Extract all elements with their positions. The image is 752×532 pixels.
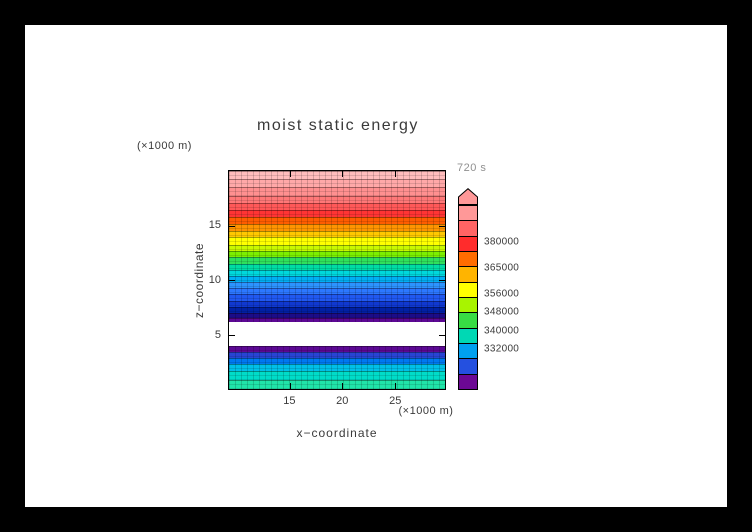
contour-band — [229, 294, 445, 301]
colorbar-tick-label: 380000 — [484, 236, 520, 248]
plot-stripes — [229, 171, 445, 390]
contour-band — [229, 300, 445, 307]
contour-band — [229, 275, 445, 283]
contour-band — [229, 352, 445, 359]
x-tick-label: 25 — [389, 395, 402, 407]
x-tick-mark — [289, 171, 291, 177]
colorbar-tick-label: 365000 — [484, 262, 520, 274]
contour-band — [229, 312, 445, 319]
y-tick-label: 5 — [214, 329, 221, 341]
colorbar-block — [459, 374, 477, 389]
figure-canvas: moist static energy (×1000 m) 720 s z−co… — [25, 25, 727, 507]
x-axis-units-label: (×1000 m) — [398, 405, 454, 417]
x-tick-label: 20 — [336, 395, 349, 407]
contour-band — [229, 263, 445, 270]
contour-band — [229, 202, 445, 211]
colorbar-block — [459, 236, 477, 252]
plot-area — [228, 170, 446, 390]
contour-band — [229, 364, 445, 371]
contour-band — [229, 306, 445, 313]
contour-band — [229, 282, 445, 289]
y-tick-mark — [439, 334, 445, 336]
contour-band — [229, 210, 445, 218]
contour-band — [229, 236, 445, 246]
x-axis-title: x−coordinate — [296, 426, 378, 440]
contour-band — [229, 257, 445, 264]
x-tick-mark — [289, 383, 291, 389]
colorbar-block — [459, 221, 477, 237]
contour-band — [229, 288, 445, 295]
y-tick-mark — [229, 280, 235, 281]
contour-band — [229, 379, 445, 390]
chart-title: moist static energy — [257, 117, 419, 134]
y-tick-mark — [439, 280, 445, 281]
colorbar-block — [459, 297, 477, 314]
contour-band — [229, 251, 445, 258]
contour-band — [229, 224, 445, 231]
colorbar-block — [459, 343, 477, 360]
y-tick-mark — [229, 225, 235, 227]
y-axis-units-label: (×1000 m) — [137, 140, 192, 152]
y-tick-label: 15 — [208, 219, 221, 231]
colorbar-tick-label: 332000 — [484, 343, 520, 355]
contour-band — [229, 318, 445, 323]
y-tick-labels: 5 10 15 — [175, 170, 221, 390]
contour-band — [229, 269, 445, 276]
contour-band — [229, 179, 445, 188]
colorbar-blocks — [458, 205, 478, 390]
contour-band — [229, 217, 445, 225]
contour-band — [229, 187, 445, 196]
contour-band — [229, 245, 445, 252]
colorbar-block — [459, 328, 477, 344]
x-tick-mark — [342, 171, 344, 177]
colorbar-tick-label: 340000 — [484, 325, 520, 337]
contour-band — [229, 230, 445, 237]
contour-band — [229, 358, 445, 365]
contour-band — [229, 370, 445, 380]
colorbar-tick-label: 356000 — [484, 288, 520, 300]
colorbar-labels: 380000 365000 356000 348000 340000 332000 — [484, 205, 544, 390]
contour-band — [229, 171, 445, 180]
colorbar-block — [459, 267, 477, 283]
colorbar-block — [459, 313, 477, 329]
contour-band — [229, 195, 445, 203]
colorbar-block — [459, 282, 477, 298]
x-tick-mark — [394, 383, 396, 389]
x-tick-mark — [394, 171, 396, 177]
x-tick-mark — [342, 383, 344, 389]
colorbar-arrow-shape — [458, 188, 478, 205]
contour-band — [229, 322, 445, 346]
contour-band — [229, 345, 445, 352]
y-tick-mark — [229, 334, 235, 336]
y-tick-label: 10 — [208, 274, 221, 286]
colorbar-tick-label: 348000 — [484, 306, 520, 318]
x-tick-label: 15 — [283, 395, 296, 407]
time-label: 720 s — [457, 162, 487, 174]
y-tick-mark — [439, 225, 445, 227]
colorbar-block — [459, 359, 477, 375]
colorbar-block — [459, 206, 477, 222]
colorbar-arrow-icon — [458, 188, 478, 205]
colorbar-block — [459, 251, 477, 268]
x-tick-labels: 15 20 25 — [228, 395, 446, 409]
colorbar: 380000 365000 356000 348000 340000 332000 — [458, 188, 519, 390]
